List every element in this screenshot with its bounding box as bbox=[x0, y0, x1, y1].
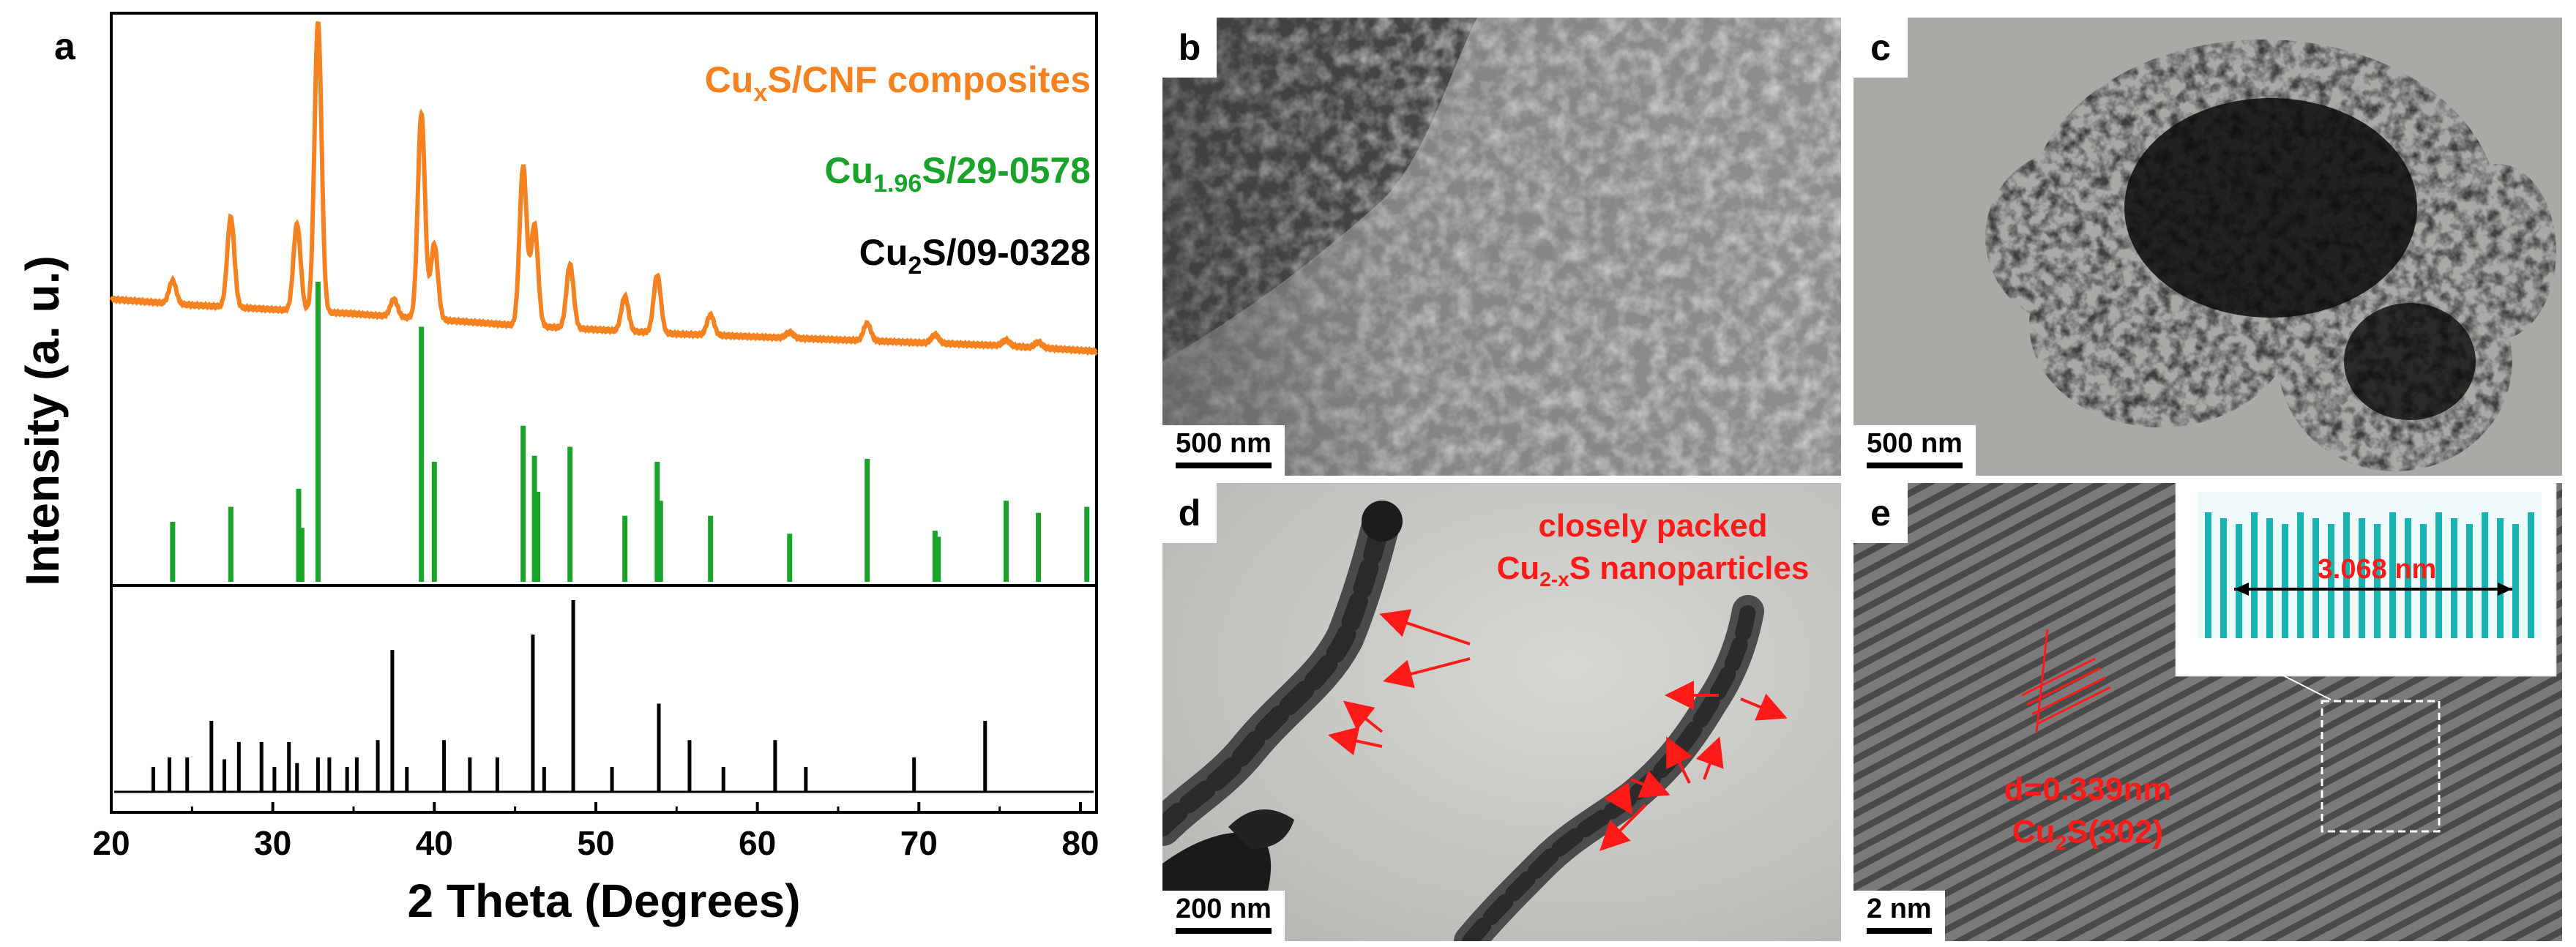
tem-image-panel-d: d closely packed Cu2-xS nanoparticles 20… bbox=[1162, 483, 1841, 941]
profile-bar bbox=[2528, 512, 2534, 638]
scale-bar-line-c bbox=[1867, 463, 1963, 468]
scale-bar-label-d: 200 nm bbox=[1176, 894, 1272, 924]
panel-label-b: b bbox=[1162, 18, 1217, 78]
panel-label-c: c bbox=[1853, 18, 1908, 78]
tem-texture-d bbox=[1162, 483, 1841, 941]
profile-bar bbox=[2435, 512, 2442, 638]
reference-2-layer bbox=[114, 600, 1094, 793]
scale-bar-c: 500 nm bbox=[1853, 425, 1976, 476]
x-tick-label: 50 bbox=[577, 824, 614, 862]
scale-bar-label-c: 500 nm bbox=[1867, 428, 1963, 459]
panel-label-a: a bbox=[54, 26, 75, 68]
profile-bars bbox=[2205, 512, 2534, 638]
line-profile-inset bbox=[2198, 492, 2542, 638]
x-axis-label: 2 Theta (Degrees) bbox=[407, 875, 800, 927]
panel-label-e: e bbox=[1853, 483, 1908, 543]
profile-bar bbox=[2251, 512, 2258, 638]
xrd-chart: 20 30 40 50 60 70 80 2 Theta (Degrees) Intensi… bbox=[16, 12, 1100, 927]
profile-bar bbox=[2312, 518, 2319, 638]
profile-bar bbox=[2220, 518, 2227, 638]
d-spacing-annotation: d=0.339nm Cu2S(302) bbox=[1949, 768, 2227, 864]
nanoparticle-annotation: closely packed Cu2-xS nanoparticles bbox=[1470, 505, 1836, 601]
composite-trace bbox=[109, 21, 1099, 356]
chart-frame bbox=[110, 12, 1098, 814]
profile-bar bbox=[2205, 512, 2211, 638]
phase-label: Cu2S(302) bbox=[2012, 814, 2164, 854]
profile-bar bbox=[2466, 524, 2473, 638]
scale-bar-line-b bbox=[1176, 463, 1272, 468]
profile-bar bbox=[2451, 518, 2457, 638]
scale-bar-d: 200 nm bbox=[1162, 891, 1285, 941]
legend-composite: CuxS/CNF composites bbox=[705, 59, 1091, 107]
sem-image-panel-b: b 500 nm bbox=[1162, 18, 1841, 476]
scale-bar-b: 500 nm bbox=[1162, 425, 1285, 476]
inset-distance-label: 3.068 nm bbox=[2318, 554, 2437, 585]
scale-bar-line-d bbox=[1176, 928, 1272, 934]
reference-1-layer bbox=[170, 282, 1090, 582]
profile-bar bbox=[2512, 524, 2519, 638]
tick-layer: 20 30 40 50 60 70 80 bbox=[92, 802, 1100, 862]
legend-ref1: Cu1.96S/29-0578 bbox=[824, 150, 1091, 198]
x-tick-label: 70 bbox=[900, 824, 938, 862]
x-tick-label: 60 bbox=[739, 824, 776, 862]
profile-bar bbox=[2405, 518, 2411, 638]
d-spacing-value: d=0.339nm bbox=[2004, 771, 2172, 807]
hrtem-image-panel-e: 3.068 nm e d=0.339nm Cu2S(302) 2 nm bbox=[1853, 483, 2562, 941]
scale-bar-line-e bbox=[1867, 928, 1932, 934]
scale-bar-label-b: 500 nm bbox=[1176, 428, 1272, 459]
x-tick-label: 20 bbox=[92, 824, 130, 862]
sem-texture bbox=[1162, 18, 1841, 476]
hrtem-lattice: 3.068 nm bbox=[1853, 483, 2562, 941]
tem-image-panel-c: c 500 nm bbox=[1853, 18, 2562, 476]
profile-bar bbox=[2497, 518, 2504, 638]
profile-bar bbox=[2343, 512, 2350, 638]
legend-ref2: Cu2S/09-0328 bbox=[859, 232, 1091, 280]
y-axis-label: Intensity (a. u.) bbox=[16, 255, 69, 586]
annotation-line-2: Cu2-xS nanoparticles bbox=[1496, 550, 1810, 591]
tem-texture-c bbox=[1853, 18, 2562, 476]
profile-bar bbox=[2297, 512, 2304, 638]
profile-bar bbox=[2282, 524, 2288, 638]
profile-bar bbox=[2374, 524, 2381, 638]
trace-layer bbox=[109, 21, 1099, 356]
arrow-group bbox=[1328, 609, 1788, 851]
scale-bar-label-e: 2 nm bbox=[1867, 894, 1932, 924]
profile-bar bbox=[2266, 518, 2273, 638]
x-tick-label: 80 bbox=[1061, 824, 1099, 862]
profile-bar bbox=[2328, 524, 2334, 638]
annotation-line-1: closely packed bbox=[1538, 508, 1768, 544]
profile-bar bbox=[2389, 512, 2396, 638]
legend: CuxS/CNF composites Cu1.96S/29-0578 Cu2S… bbox=[705, 59, 1091, 280]
profile-bar bbox=[2359, 518, 2365, 638]
profile-bar bbox=[2236, 524, 2242, 638]
x-tick-label: 30 bbox=[254, 824, 291, 862]
plot-border bbox=[110, 12, 1098, 814]
profile-bar bbox=[2482, 512, 2488, 638]
scale-bar-e: 2 nm bbox=[1853, 891, 1945, 941]
profile-bar bbox=[2420, 524, 2427, 638]
x-tick-label: 40 bbox=[416, 824, 453, 862]
panel-label-d: d bbox=[1162, 483, 1217, 543]
